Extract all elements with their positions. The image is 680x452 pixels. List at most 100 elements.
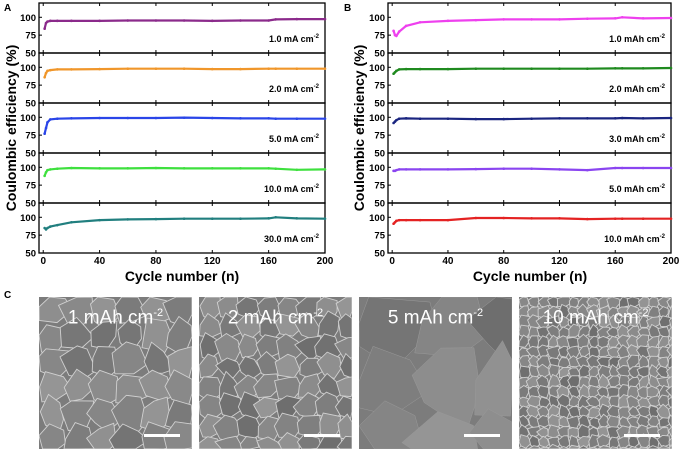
grain <box>668 443 672 449</box>
series-label: 2.0 mAh cm-2 <box>609 84 666 94</box>
grain <box>537 384 550 399</box>
grain <box>526 426 542 437</box>
series-line <box>392 216 671 225</box>
grain <box>519 334 529 348</box>
y-tick-label: 50 <box>25 199 36 210</box>
grain <box>567 444 581 449</box>
subplot: 50 75 100 10.0 mA cm-2 <box>20 152 327 210</box>
y-axis-label: Coulombic efficiency (%) <box>351 45 367 211</box>
grain <box>657 356 669 369</box>
data-point <box>397 68 401 71</box>
grain <box>359 400 425 449</box>
data-point <box>446 67 450 71</box>
data-point <box>154 116 158 120</box>
grain <box>669 317 672 330</box>
data-point <box>620 116 624 120</box>
data-point <box>295 117 299 121</box>
y-tick-label: 50 <box>25 49 36 60</box>
series-label-superscript: -2 <box>660 134 666 140</box>
x-tick-label: 40 <box>94 256 106 267</box>
data-point <box>56 223 59 227</box>
series-label: 1.0 mA cm-2 <box>269 34 320 44</box>
data-point <box>641 17 645 20</box>
grain <box>538 396 551 408</box>
series-label-superscript: -2 <box>314 184 320 190</box>
data-point <box>395 34 398 38</box>
subplot-frame <box>38 2 326 54</box>
x-tick-label: 200 <box>663 256 680 267</box>
y-tick-label: 75 <box>374 131 385 142</box>
grain <box>546 443 561 449</box>
data-point <box>613 217 617 221</box>
grain <box>538 435 550 448</box>
data-point <box>70 68 73 71</box>
y-tick-label: 50 <box>25 149 36 160</box>
data-point <box>43 174 46 178</box>
data-point <box>210 67 214 71</box>
grain <box>214 435 244 449</box>
grain <box>474 340 512 417</box>
y-tick-label: 100 <box>20 63 36 74</box>
series-line <box>43 116 325 134</box>
grain <box>537 446 550 449</box>
subplot-frame <box>387 102 672 154</box>
series-label-superscript: -2 <box>314 234 320 240</box>
grain <box>617 436 631 449</box>
series-label-superscript: -2 <box>660 34 666 40</box>
y-tick-label: 75 <box>25 181 36 192</box>
grain <box>519 414 530 428</box>
grain <box>557 345 570 358</box>
subplot-frame <box>38 152 326 204</box>
data-point <box>70 19 73 23</box>
data-point <box>392 29 395 33</box>
y-tick-label: 100 <box>369 213 385 224</box>
x-tick-label: 120 <box>204 256 221 267</box>
grain <box>667 304 672 320</box>
grain <box>598 345 611 358</box>
series-label-superscript: -2 <box>314 84 320 90</box>
series-label-superscript: -2 <box>660 184 666 190</box>
data-point <box>295 67 299 71</box>
sem-label: 5 mAh cm-2 <box>359 307 512 329</box>
scale-bar <box>304 434 340 437</box>
data-point <box>210 116 214 120</box>
data-point <box>210 167 214 170</box>
grain <box>536 415 551 428</box>
x-tick-label: 80 <box>498 256 510 267</box>
y-tick-label: 100 <box>369 163 385 174</box>
data-point <box>267 217 270 220</box>
grain <box>334 395 352 419</box>
data-point <box>274 117 277 121</box>
grain <box>337 413 352 439</box>
y-tick-label: 50 <box>374 99 385 110</box>
data-point <box>182 217 186 221</box>
data-point <box>323 67 327 71</box>
grain <box>667 355 672 370</box>
y-tick-label: 100 <box>20 113 36 124</box>
data-point <box>530 167 533 171</box>
data-point <box>530 117 533 121</box>
series-line <box>43 67 325 78</box>
data-point <box>669 66 673 70</box>
x-tick-label: 120 <box>551 256 568 267</box>
data-point <box>418 218 422 222</box>
data-point <box>98 19 101 23</box>
data-point <box>267 117 270 120</box>
y-tick-label: 100 <box>369 63 385 74</box>
data-point <box>98 167 101 170</box>
grain <box>636 405 653 418</box>
data-point <box>98 67 101 71</box>
data-point <box>323 117 327 121</box>
grain <box>557 435 571 449</box>
y-tick-label: 50 <box>374 49 385 60</box>
data-point <box>558 217 561 220</box>
x-axis-label: Cycle number (n) <box>125 268 239 284</box>
data-point <box>323 168 327 171</box>
grain <box>627 446 641 449</box>
data-point <box>502 167 506 171</box>
data-point <box>48 118 52 121</box>
data-point <box>98 116 101 120</box>
grain <box>335 376 352 398</box>
panel-label-b: B <box>344 3 352 14</box>
sem-label: 10 mAh cm-2 <box>519 307 672 329</box>
